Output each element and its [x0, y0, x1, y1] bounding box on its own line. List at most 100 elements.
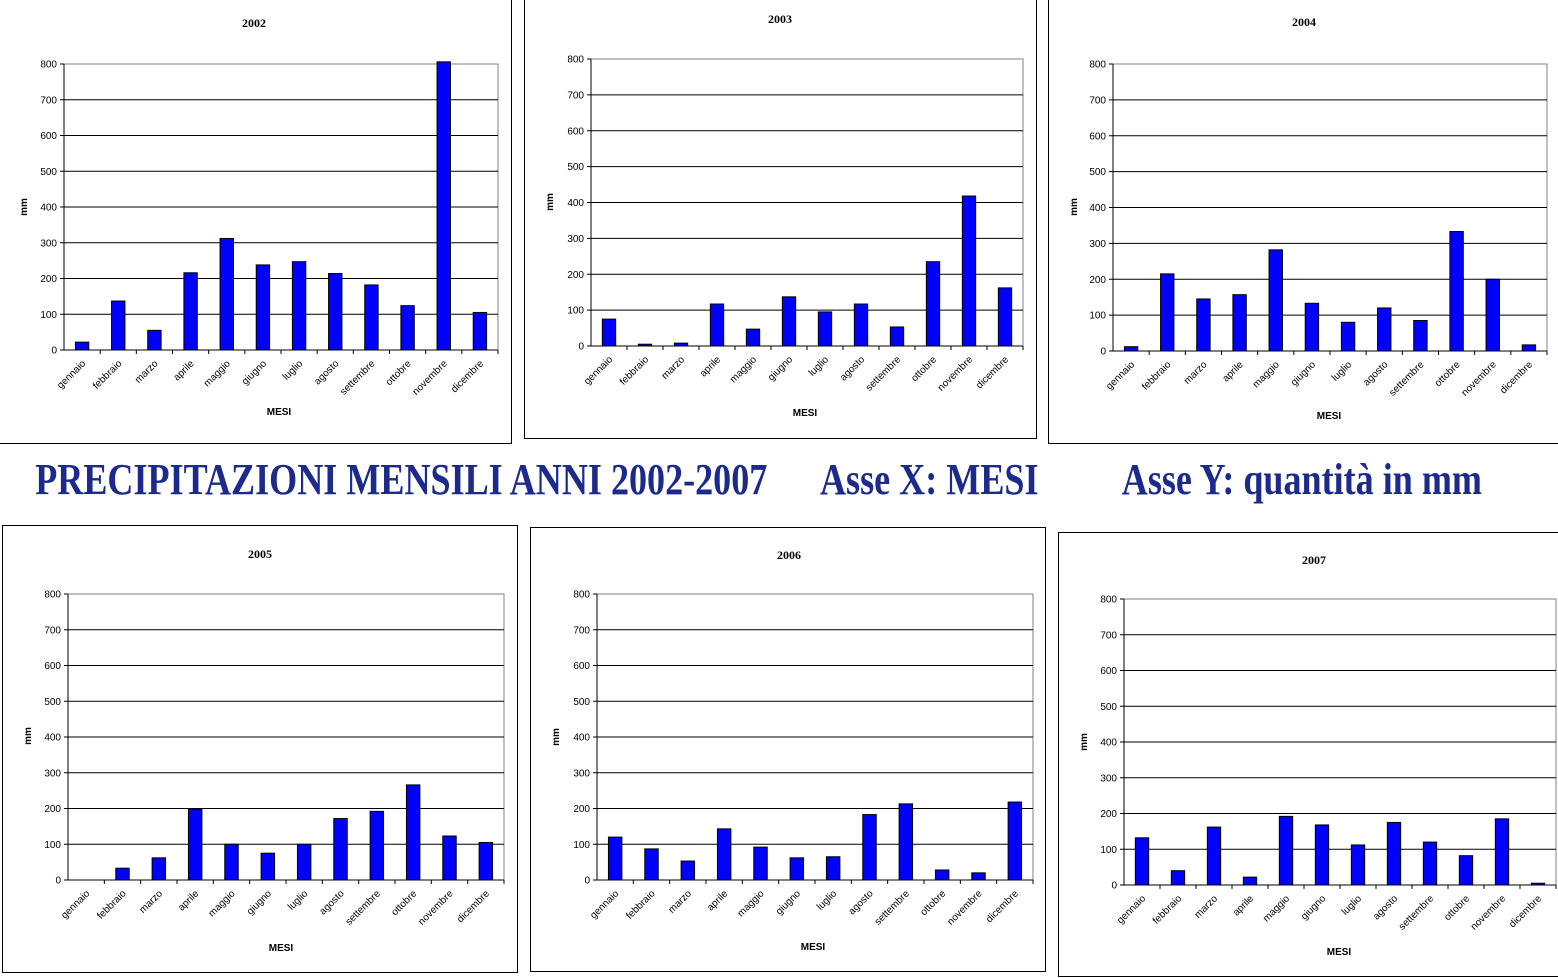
- y-tick-label: 600: [40, 131, 57, 142]
- bar-marzo: [1196, 298, 1211, 352]
- bar-aprile: [716, 828, 732, 881]
- bar-agosto: [333, 818, 348, 881]
- x-category-label: giugno: [774, 888, 803, 917]
- y-tick-label: 800: [567, 55, 584, 66]
- bar-maggio: [1268, 249, 1283, 352]
- bar-settembre: [889, 326, 905, 347]
- x-category-label: novembre: [411, 358, 451, 398]
- bar-giugno: [789, 857, 805, 881]
- bar-luglio: [825, 856, 841, 881]
- x-axis-title: MESI: [1327, 947, 1352, 958]
- bar-gennaio: [607, 836, 623, 881]
- bar-maggio: [1278, 815, 1294, 886]
- bar-luglio: [291, 261, 307, 351]
- x-category-label: ottobre: [1433, 359, 1463, 389]
- bar-maggio: [753, 846, 768, 881]
- bar-novembre: [1485, 278, 1500, 352]
- y-tick-label: 600: [1089, 131, 1106, 142]
- x-category-label: marzo: [138, 888, 166, 916]
- y-tick-label: 500: [1100, 702, 1117, 713]
- y-tick-label: 200: [573, 804, 590, 815]
- x-category-label: settembre: [344, 888, 384, 928]
- x-category-label: agosto: [847, 888, 876, 917]
- y-tick-label: 500: [40, 167, 57, 178]
- x-category-label: dicembre: [1507, 893, 1544, 930]
- chart-title: 2003: [768, 12, 792, 26]
- x-category-label: dicembre: [449, 358, 486, 395]
- y-tick-label: 0: [578, 342, 584, 353]
- bar-ottobre: [1449, 231, 1464, 352]
- x-category-label: agosto: [318, 888, 347, 917]
- bar-febbraio: [644, 848, 659, 881]
- x-category-label: ottobre: [918, 888, 948, 918]
- bar-febbraio: [115, 867, 130, 881]
- x-category-label: luglio: [286, 888, 311, 913]
- y-tick-label: 600: [44, 661, 61, 672]
- bar-settembre: [1413, 320, 1428, 352]
- y-tick-label: 500: [567, 162, 584, 173]
- bar-marzo: [680, 860, 696, 881]
- bar-settembre: [1422, 841, 1438, 886]
- bar-novembre: [1494, 818, 1510, 886]
- bar-giugno: [781, 296, 797, 347]
- x-category-label: settembre: [864, 354, 904, 394]
- chart-title: 2007: [1302, 553, 1326, 567]
- y-tick-label: 700: [1100, 630, 1117, 641]
- bar-agosto: [1377, 307, 1392, 352]
- y-axis-title: mm: [1079, 733, 1090, 751]
- x-category-label: novembre: [416, 888, 456, 928]
- x-category-label: maggio: [207, 888, 238, 919]
- x-category-label: febbraio: [91, 358, 125, 392]
- x-category-label: novembre: [945, 888, 985, 928]
- bar-febbraio: [1160, 273, 1175, 352]
- bar-aprile: [1242, 876, 1258, 886]
- bar-dicembre: [478, 841, 494, 881]
- bar-ottobre: [400, 305, 415, 351]
- y-tick-label: 700: [573, 625, 590, 636]
- x-category-label: febbraio: [618, 354, 652, 388]
- x-category-label: maggio: [202, 358, 233, 389]
- y-tick-label: 300: [573, 768, 590, 779]
- bar-aprile: [183, 272, 198, 351]
- banner-y-axis-note: Asse Y: quantità in mm: [1121, 455, 1482, 504]
- x-axis-title: MESI: [267, 407, 292, 418]
- x-category-label: ottobre: [384, 358, 414, 388]
- banner-x-axis-note: Asse X: MESI: [820, 455, 1039, 504]
- x-axis-title: MESI: [1317, 411, 1342, 422]
- x-category-label: aprile: [1231, 893, 1256, 918]
- bar-luglio: [1340, 321, 1356, 352]
- x-category-label: maggio: [728, 354, 759, 385]
- bar-luglio: [296, 843, 312, 881]
- y-tick-label: 100: [1100, 845, 1117, 856]
- y-tick-label: 400: [1089, 203, 1106, 214]
- y-tick-label: 100: [567, 306, 584, 317]
- bar-dicembre: [1530, 882, 1546, 886]
- bar-ottobre: [925, 261, 941, 347]
- bar-agosto: [862, 814, 877, 881]
- chart-panel-2002: 2002 0 100 200 300 400 500 600 700 800 gennaio febb…: [0, 0, 512, 444]
- y-tick-label: 0: [51, 346, 57, 357]
- x-category-label: luglio: [1330, 359, 1355, 384]
- y-tick-label: 300: [40, 238, 57, 249]
- chart-title: 2005: [248, 547, 272, 561]
- y-tick-label: 0: [55, 876, 61, 887]
- bar-marzo: [147, 329, 162, 351]
- bar-novembre: [442, 835, 457, 881]
- x-category-label: gennaio: [1115, 893, 1148, 926]
- y-tick-label: 200: [1100, 809, 1117, 820]
- bar-marzo: [1206, 826, 1222, 886]
- y-tick-label: 400: [44, 733, 61, 744]
- x-category-label: giugno: [240, 358, 269, 387]
- x-category-label: febbraio: [1151, 893, 1185, 927]
- bar-novembre: [436, 61, 451, 351]
- y-tick-label: 0: [1111, 881, 1117, 892]
- x-category-label: dicembre: [974, 354, 1011, 391]
- y-axis-title: mm: [23, 727, 34, 745]
- x-category-label: luglio: [1340, 893, 1365, 918]
- x-category-label: marzo: [1182, 359, 1210, 387]
- y-tick-label: 100: [573, 840, 590, 851]
- chart-panel-2007: 2007 0 100 200 300 400 500 600 700 800 gennaio febb…: [1058, 532, 1558, 977]
- y-tick-label: 500: [44, 697, 61, 708]
- x-category-label: aprile: [705, 888, 730, 913]
- bar-luglio: [1350, 844, 1366, 886]
